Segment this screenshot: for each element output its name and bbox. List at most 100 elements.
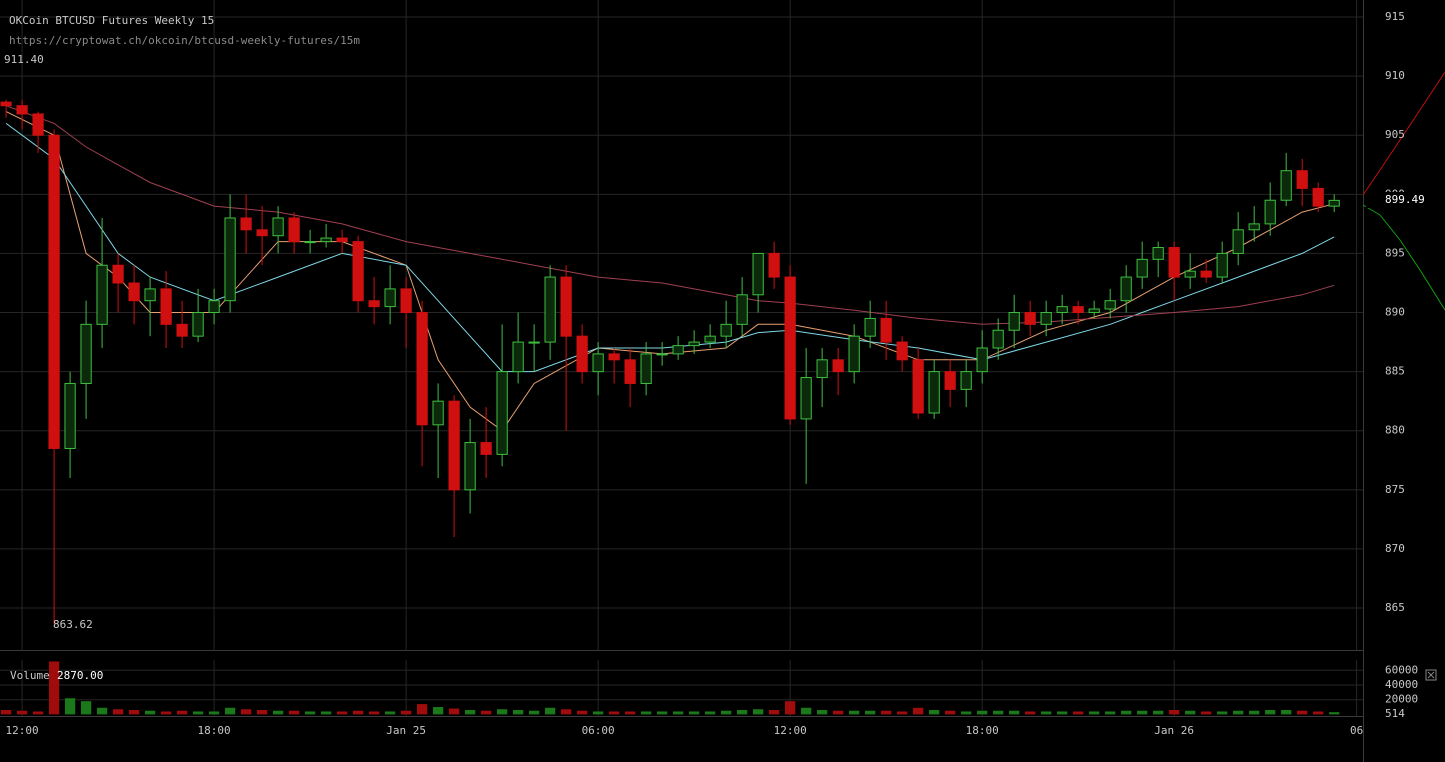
candle-body xyxy=(1280,170,1292,201)
volume-bar xyxy=(561,709,572,715)
volume-bar xyxy=(240,709,252,715)
volume-bar xyxy=(577,710,588,715)
volume-bar xyxy=(96,707,108,715)
candle-body xyxy=(624,359,636,384)
volume-bar xyxy=(288,710,300,715)
candle-body xyxy=(864,317,876,337)
candle-body xyxy=(224,217,236,302)
volume-bar xyxy=(1025,711,1036,715)
candle-body xyxy=(576,335,588,373)
volume-bar xyxy=(705,711,716,715)
volume-bar xyxy=(1281,709,1292,715)
volume-bar xyxy=(1153,710,1164,715)
candle-body xyxy=(80,323,92,384)
x-tick-label: 06 xyxy=(1350,724,1363,737)
candle-body xyxy=(928,371,940,414)
volume-bar xyxy=(32,711,44,715)
candle-body xyxy=(176,323,188,337)
y-tick-label: 885 xyxy=(1385,365,1405,378)
volume-bar xyxy=(801,707,812,715)
volume-bar xyxy=(176,710,188,715)
volume-bar xyxy=(865,710,876,715)
candle-body xyxy=(672,345,684,355)
candle-body xyxy=(48,134,60,449)
candle-body xyxy=(832,359,844,373)
volume-bar xyxy=(833,710,844,715)
candle-body xyxy=(768,252,780,278)
volume-bar xyxy=(609,711,620,715)
candle-body xyxy=(1072,306,1084,314)
volume-bar xyxy=(432,707,444,715)
volume-bar xyxy=(160,711,172,715)
volume-bar xyxy=(1329,712,1340,715)
volume-bar xyxy=(1137,710,1148,715)
candle-body xyxy=(896,341,908,361)
volume-bar xyxy=(849,710,860,715)
candle-body xyxy=(1328,199,1340,207)
y-tick-label: 915 xyxy=(1385,10,1405,23)
close-volume-button[interactable] xyxy=(1425,669,1437,681)
volume-bar xyxy=(448,708,460,715)
candle-body xyxy=(1296,170,1308,189)
last-volume-label: 514 xyxy=(1385,707,1405,720)
candle-body xyxy=(64,382,76,449)
volume-bar xyxy=(1313,711,1324,715)
volume-bar xyxy=(977,710,988,715)
volume-bar xyxy=(1265,709,1276,715)
candle-body xyxy=(816,359,828,379)
volume-bar xyxy=(1009,710,1020,715)
candle-body xyxy=(1120,276,1132,302)
candle-body xyxy=(608,353,620,361)
volume-bar xyxy=(737,709,748,715)
candle-body xyxy=(416,312,428,426)
candle-body xyxy=(544,276,556,343)
x-tick-label: Jan 25 xyxy=(386,724,426,737)
volume-bar xyxy=(208,711,220,715)
candle-body xyxy=(512,341,524,373)
candle-body xyxy=(480,442,492,455)
candle-body xyxy=(432,400,444,426)
candle-body xyxy=(96,264,108,325)
candle-body xyxy=(1104,300,1116,310)
volume-bar xyxy=(352,710,364,715)
chart-subtitle: https://cryptowat.ch/okcoin/btcusd-weekl… xyxy=(9,34,360,47)
candle-body xyxy=(688,341,700,347)
candle-body xyxy=(960,371,972,390)
volume-bar xyxy=(1041,711,1052,715)
volume-bar xyxy=(513,709,524,715)
volume-bar xyxy=(753,709,764,715)
candle-body xyxy=(592,353,604,373)
volume-bar xyxy=(1201,711,1212,715)
candle-body xyxy=(848,335,860,373)
volume-bar xyxy=(80,701,92,715)
volume-bar xyxy=(881,710,892,715)
candle-body xyxy=(112,264,124,284)
candle-body xyxy=(976,347,988,373)
candle-body xyxy=(496,371,508,455)
volume-bar xyxy=(1249,710,1260,715)
candle-body xyxy=(192,312,204,337)
candle-body xyxy=(944,371,956,390)
candle-body xyxy=(384,288,396,308)
volume-bar xyxy=(929,709,940,715)
volume-bar xyxy=(144,710,156,715)
volume-bar xyxy=(400,710,412,715)
moving-average xyxy=(5,105,1335,325)
close-icon[interactable] xyxy=(1427,671,1435,679)
volume-bar xyxy=(625,711,636,715)
candle-body xyxy=(1008,312,1020,331)
volume-bar xyxy=(593,711,604,715)
volume-bar xyxy=(416,704,428,715)
volume-bar xyxy=(1169,709,1180,715)
last-price-box xyxy=(1366,192,1445,208)
volume-bar xyxy=(1233,710,1244,715)
y-tick-label: 910 xyxy=(1385,69,1405,82)
candle-body xyxy=(448,400,460,491)
volume-bar xyxy=(1297,710,1308,715)
volume-bar xyxy=(465,709,476,715)
volume-bar xyxy=(320,711,332,715)
volume-bar xyxy=(1089,711,1100,715)
candle-body xyxy=(656,353,668,356)
candle-body xyxy=(1024,312,1036,325)
